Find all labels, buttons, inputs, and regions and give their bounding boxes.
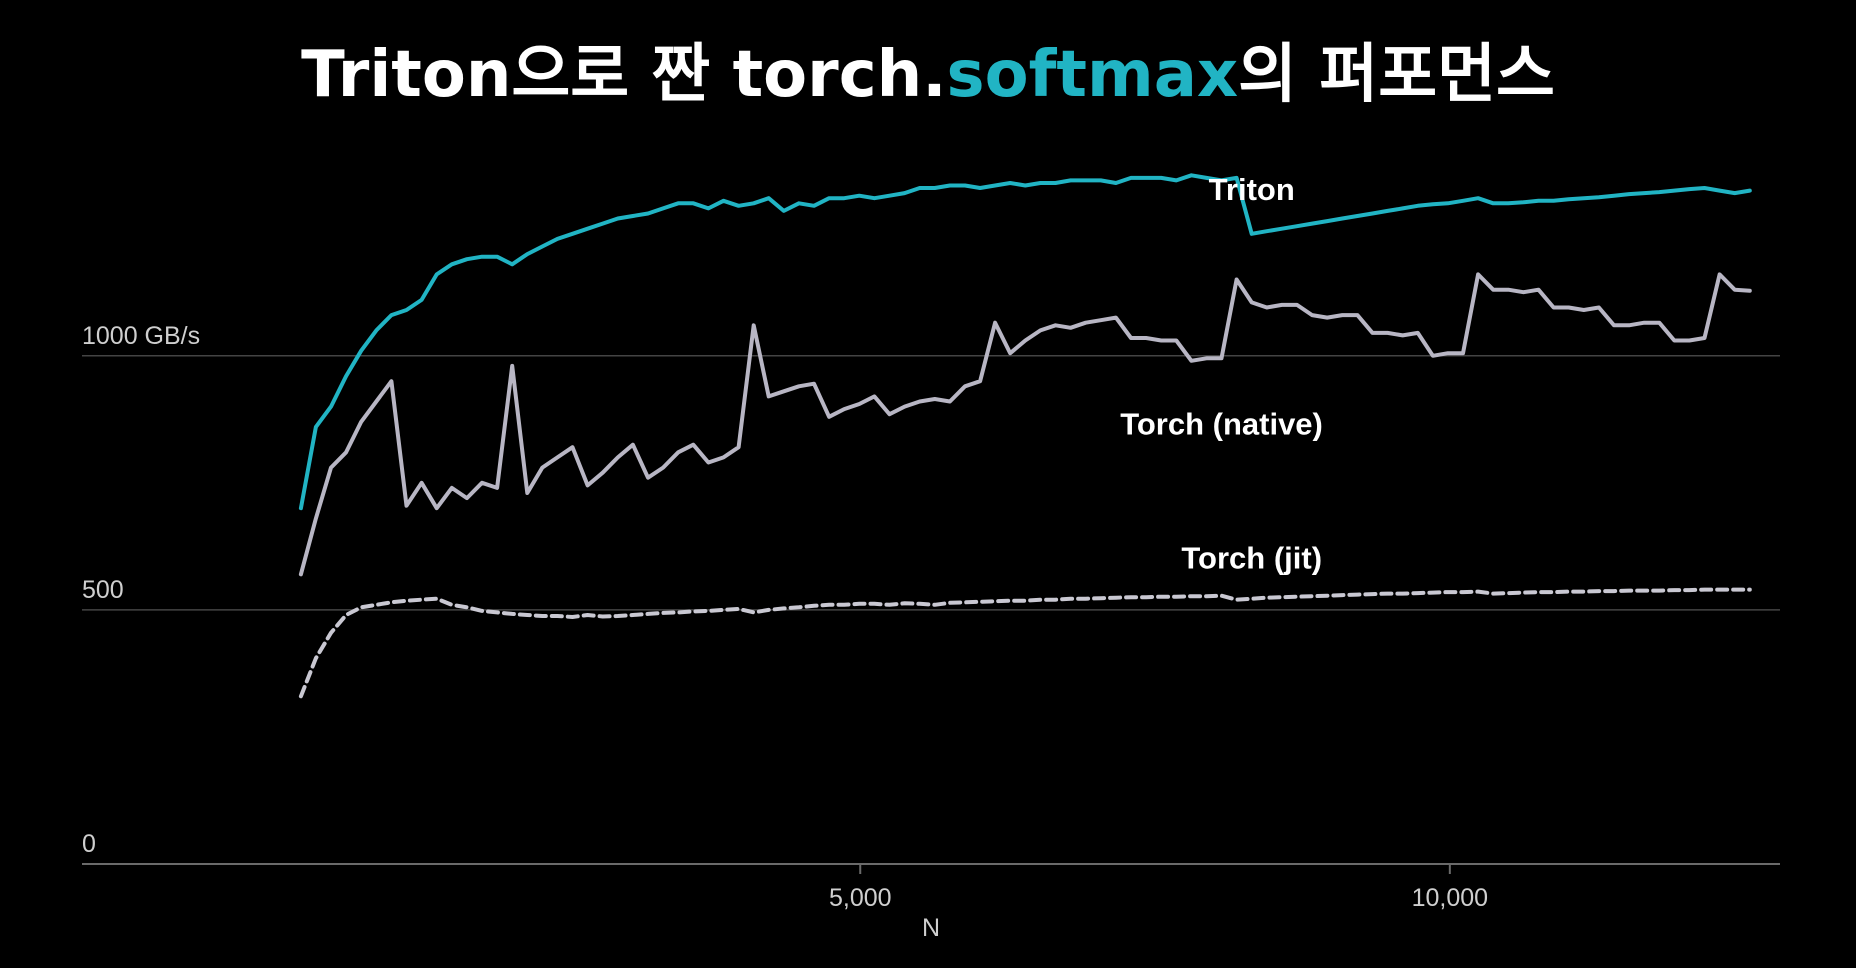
page-title: Triton으로 짠 torch.softmax의 퍼포먼스 xyxy=(0,30,1856,120)
x-axis-label: N xyxy=(922,914,940,942)
series-line-triton xyxy=(298,173,1752,511)
series-line-torch-jit xyxy=(298,587,1752,699)
y-tick-label-500: 500 xyxy=(82,576,124,604)
y-axis-ticks: 0 500 1000 GB/s xyxy=(82,322,200,858)
grid-lines xyxy=(82,355,1780,865)
title-suffix: 의 퍼포먼스 xyxy=(1238,38,1555,112)
title-highlight: softmax xyxy=(946,38,1239,112)
series-label-torch-native: Torch (native) xyxy=(1120,406,1323,441)
series-line-torch-native xyxy=(298,272,1752,577)
series-lines xyxy=(298,173,1752,699)
title-prefix: Triton으로 짠 torch. xyxy=(301,38,947,112)
series-label-torch-jit: Torch (jit) xyxy=(1181,541,1322,576)
series-label-triton: Triton xyxy=(1209,172,1295,207)
x-tick-label-10000: 10,000 xyxy=(1412,884,1488,912)
x-tick-label-5000: 5,000 xyxy=(829,884,892,912)
y-tick-label-0: 0 xyxy=(82,830,96,858)
y-tick-label-1000: 1000 GB/s xyxy=(82,322,200,350)
x-axis-ticks: 5,000 10,000 xyxy=(829,864,1488,912)
series-labels: Triton Torch (native) Torch (jit) xyxy=(1120,172,1323,576)
